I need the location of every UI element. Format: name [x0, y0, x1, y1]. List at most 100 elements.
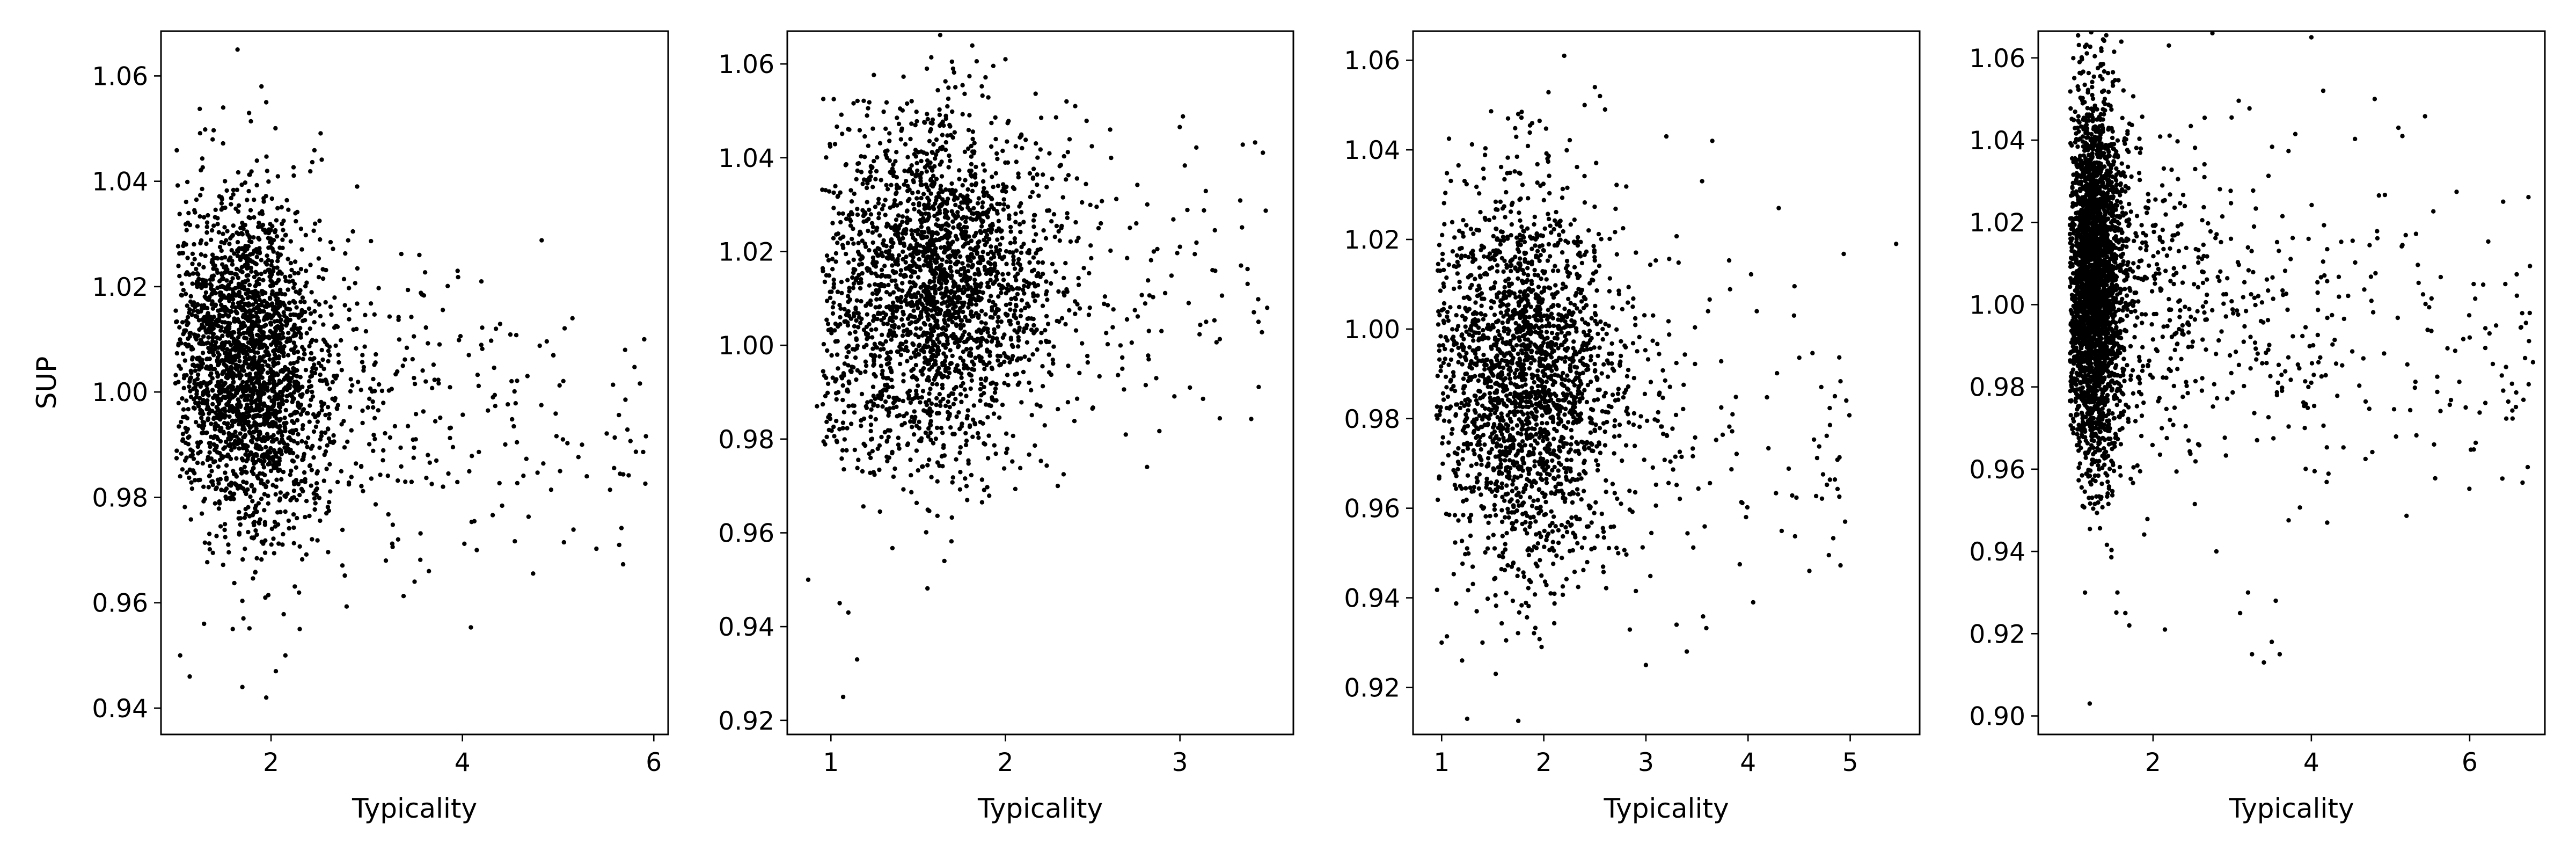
data-point — [900, 281, 905, 286]
data-point — [265, 169, 269, 173]
data-point — [291, 173, 296, 178]
data-point — [303, 268, 309, 273]
data-point — [898, 353, 904, 358]
data-point — [929, 183, 934, 188]
data-point — [930, 168, 935, 173]
data-point — [915, 168, 920, 173]
data-point — [1146, 353, 1151, 358]
data-point — [1031, 255, 1036, 260]
data-point — [319, 404, 324, 409]
data-point — [1197, 332, 1202, 337]
data-point — [851, 226, 855, 231]
data-point — [848, 421, 854, 426]
data-point — [901, 236, 905, 241]
data-point — [855, 207, 860, 212]
data-point — [432, 377, 437, 382]
data-point — [921, 216, 926, 221]
data-point — [398, 445, 403, 450]
data-point — [219, 453, 224, 458]
data-point — [922, 360, 927, 365]
data-point — [226, 482, 232, 487]
data-point — [259, 497, 264, 501]
data-point — [269, 259, 274, 264]
data-point — [1005, 446, 1010, 452]
data-point — [241, 479, 246, 484]
data-point — [251, 385, 256, 390]
data-point — [974, 164, 978, 170]
data-point — [241, 486, 246, 491]
data-point — [898, 241, 903, 245]
data-point — [886, 282, 891, 288]
data-point — [214, 534, 219, 538]
data-point — [281, 612, 286, 617]
data-point — [1203, 188, 1208, 193]
data-point — [823, 394, 828, 398]
data-point — [988, 272, 993, 276]
data-point — [853, 267, 858, 272]
data-point — [235, 47, 240, 52]
data-point — [429, 482, 434, 486]
data-point — [880, 207, 885, 212]
data-point — [934, 350, 940, 354]
data-point — [859, 299, 863, 304]
data-point — [911, 303, 916, 308]
data-point — [231, 441, 236, 447]
data-point — [988, 278, 993, 282]
data-point — [905, 327, 910, 332]
data-point — [960, 229, 964, 234]
data-point — [254, 271, 259, 276]
data-point — [372, 312, 377, 317]
data-point — [1005, 313, 1009, 318]
data-point — [924, 169, 930, 174]
data-point — [286, 383, 291, 388]
data-point — [385, 474, 390, 478]
data-point — [948, 348, 953, 353]
data-point — [961, 323, 966, 328]
data-point — [1212, 318, 1217, 323]
data-point — [839, 112, 844, 117]
data-point — [908, 280, 912, 285]
data-point — [909, 300, 913, 305]
data-point — [224, 496, 229, 501]
data-point — [1077, 370, 1082, 375]
data-point — [266, 493, 270, 498]
data-point — [213, 427, 217, 432]
data-point — [989, 205, 994, 209]
data-point — [215, 359, 220, 364]
data-point — [934, 222, 939, 227]
data-point — [945, 104, 950, 109]
data-point — [1000, 335, 1006, 340]
data-point — [964, 484, 969, 489]
data-point — [294, 465, 298, 470]
data-point — [824, 419, 829, 424]
data-point — [257, 471, 262, 476]
data-point — [1172, 394, 1177, 399]
data-point — [945, 299, 950, 304]
data-point — [1089, 256, 1094, 261]
data-point — [554, 434, 559, 439]
data-point — [1110, 325, 1115, 330]
data-point — [1043, 327, 1048, 333]
data-point — [943, 327, 948, 332]
data-point — [977, 354, 982, 359]
data-point — [980, 290, 985, 295]
data-point — [266, 179, 271, 184]
data-point — [992, 327, 997, 332]
data-point — [283, 278, 288, 283]
data-point — [994, 336, 999, 341]
data-point — [872, 359, 876, 363]
data-point — [237, 446, 241, 451]
data-point — [301, 318, 305, 323]
data-point — [277, 269, 282, 274]
data-point — [515, 440, 519, 445]
data-point — [508, 332, 513, 337]
data-point — [934, 373, 939, 377]
data-point — [903, 142, 908, 147]
data-point — [279, 430, 284, 435]
data-point — [259, 557, 264, 562]
data-point — [276, 361, 281, 366]
data-point — [916, 190, 920, 194]
data-point — [347, 317, 352, 322]
data-point — [264, 414, 268, 419]
data-point — [225, 333, 231, 338]
